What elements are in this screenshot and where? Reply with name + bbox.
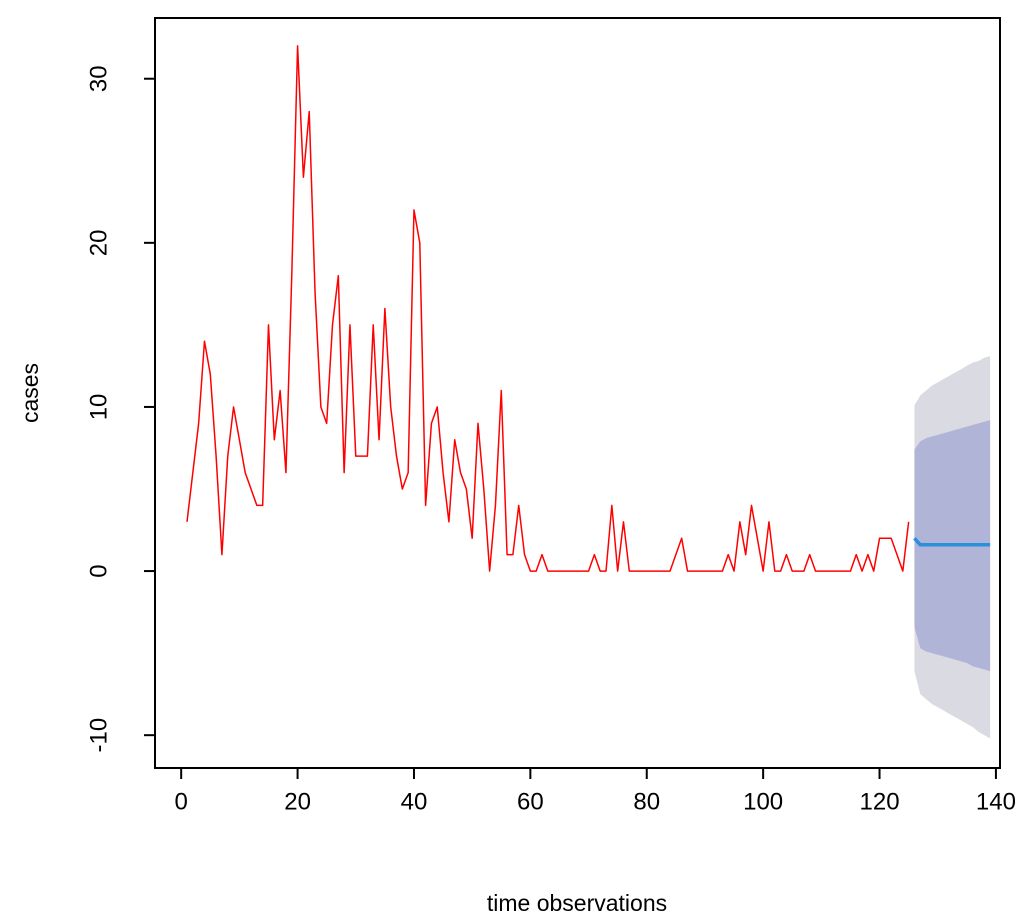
plot-box <box>154 17 1001 769</box>
x-tick-label: 0 <box>175 788 188 815</box>
y-tick-label: 0 <box>85 564 112 577</box>
x-tick-label: 140 <box>976 788 1016 815</box>
x-tick-label: 100 <box>743 788 783 815</box>
y-tick-label: 20 <box>85 229 112 256</box>
y-axis-label: cases <box>17 363 43 423</box>
x-tick-label: 60 <box>517 788 544 815</box>
x-tick-label: 40 <box>401 788 428 815</box>
y-tick-label: -10 <box>85 718 112 753</box>
x-tick-label: 120 <box>860 788 900 815</box>
y-tick-label: 10 <box>85 394 112 421</box>
y-tick-label: 30 <box>85 65 112 92</box>
x-axis-label: time observations <box>487 890 667 916</box>
x-tick-label: 80 <box>633 788 660 815</box>
x-tick-label: 20 <box>284 788 311 815</box>
series-line <box>186 45 910 572</box>
series-line <box>913 537 991 547</box>
